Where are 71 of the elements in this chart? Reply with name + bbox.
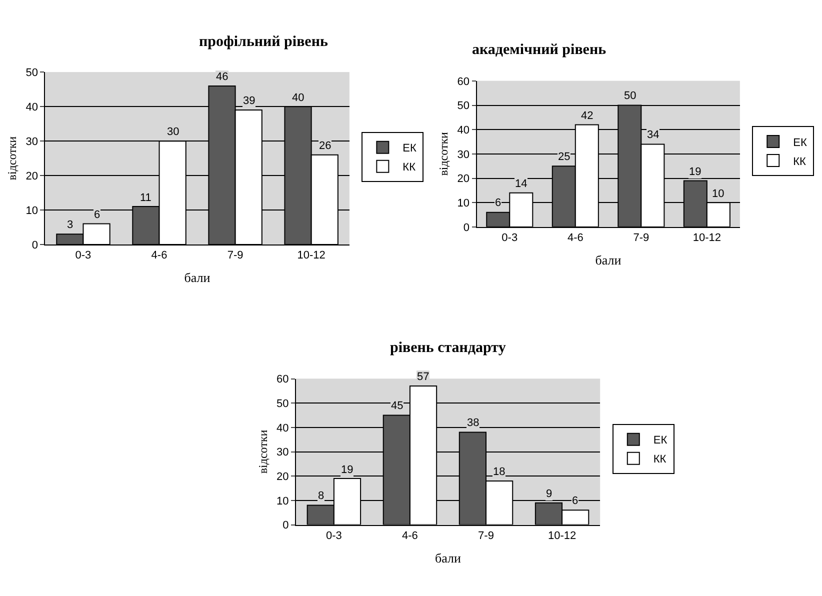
chart-title: академічний рівень xyxy=(472,42,606,58)
x-axis-title: бали xyxy=(184,270,210,286)
y-tick-label: 10 xyxy=(276,495,289,508)
data-label: 9 xyxy=(546,488,552,500)
x-tick-label: 0-3 xyxy=(326,530,342,542)
data-label: 30 xyxy=(167,126,180,138)
data-label: 19 xyxy=(341,464,354,476)
x-tick-label: 4-6 xyxy=(567,232,584,244)
data-label: 6 xyxy=(572,495,578,507)
data-label: 14 xyxy=(515,178,528,190)
y-tick-label: 10 xyxy=(26,204,38,217)
chart-title: профільний рівень xyxy=(199,34,328,50)
y-tick-label: 50 xyxy=(457,100,470,112)
data-label: 50 xyxy=(624,90,636,102)
data-label: 18 xyxy=(493,466,506,478)
x-tick-label: 7-9 xyxy=(478,530,494,542)
x-tick-label: 0-3 xyxy=(502,232,518,244)
data-label: 6 xyxy=(94,209,100,221)
y-axis-title: відсотки xyxy=(436,131,451,176)
y-tick-label: 20 xyxy=(276,470,289,483)
legend-label: КК xyxy=(793,156,807,168)
y-tick-label: 30 xyxy=(457,148,470,161)
legend-label: ЕК xyxy=(793,136,808,149)
data-label: 38 xyxy=(467,417,480,429)
data-label: 39 xyxy=(243,95,256,107)
data-label: 6 xyxy=(495,197,502,209)
y-tick-label: 50 xyxy=(26,67,38,80)
data-label: 40 xyxy=(292,92,304,104)
x-tick-label: 10-12 xyxy=(297,250,326,262)
y-tick-label: 60 xyxy=(457,76,470,88)
data-label: 25 xyxy=(558,151,570,163)
legend-label: КК xyxy=(402,162,416,174)
legend-label: КК xyxy=(653,454,667,466)
y-tick-label: 50 xyxy=(276,398,289,410)
x-axis-title: бали xyxy=(435,550,461,566)
y-tick-label: 60 xyxy=(276,374,289,386)
x-tick-label: 4-6 xyxy=(151,250,168,262)
y-tick-label: 20 xyxy=(26,170,38,182)
y-axis-title: відсотки xyxy=(5,136,20,180)
y-tick-label: 30 xyxy=(276,446,289,459)
data-label: 10 xyxy=(712,188,724,200)
legend-label: ЕК xyxy=(653,434,668,447)
data-label: 3 xyxy=(67,219,74,231)
y-axis-title: відсотки xyxy=(256,429,270,474)
x-tick-label: 7-9 xyxy=(227,250,244,262)
y-tick-label: 40 xyxy=(457,124,470,136)
data-label: 34 xyxy=(647,129,660,141)
y-tick-label: 0 xyxy=(32,239,38,252)
x-tick-label: 7-9 xyxy=(633,232,650,244)
data-label: 11 xyxy=(140,192,152,204)
y-tick-label: 40 xyxy=(276,422,289,434)
x-tick-label: 10-12 xyxy=(548,530,576,542)
x-tick-label: 0-3 xyxy=(75,250,92,262)
data-label: 42 xyxy=(581,110,594,122)
data-label: 26 xyxy=(319,140,332,152)
y-tick-label: 0 xyxy=(282,520,289,532)
y-tick-label: 20 xyxy=(457,173,470,186)
y-tick-label: 30 xyxy=(26,136,38,148)
data-label: 57 xyxy=(417,371,430,383)
data-label: 45 xyxy=(391,400,404,412)
y-tick-label: 0 xyxy=(463,222,470,234)
data-label: 8 xyxy=(318,490,324,502)
data-label: 19 xyxy=(689,166,702,178)
y-tick-label: 40 xyxy=(26,101,38,114)
chart-title: рівень стандарту xyxy=(390,340,506,356)
x-tick-label: 10-12 xyxy=(692,232,721,244)
x-axis-title: бали xyxy=(595,252,622,268)
legend-label: ЕК xyxy=(402,142,418,155)
data-label: 46 xyxy=(216,71,228,83)
x-tick-label: 4-6 xyxy=(402,530,418,542)
y-tick-label: 10 xyxy=(457,197,470,210)
